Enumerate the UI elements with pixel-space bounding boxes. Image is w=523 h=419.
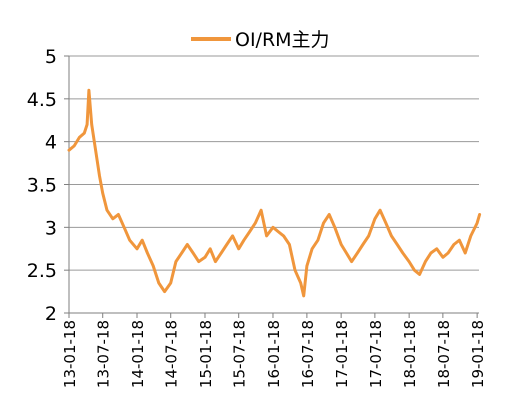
x-tick-label: 16-07-18 <box>299 320 317 388</box>
series-layer <box>67 88 482 298</box>
x-tick-label: 18-01-18 <box>401 320 419 388</box>
x-tick-label: 15-07-18 <box>231 320 249 388</box>
x-tick-label: 18-07-18 <box>435 320 453 388</box>
legend-label: OI/RM主力 <box>235 29 330 51</box>
y-tick-label: 4 <box>45 132 57 154</box>
axes <box>68 56 479 314</box>
x-tick-label: 14-01-18 <box>129 320 147 388</box>
y-tick-label: 4.5 <box>27 89 57 111</box>
x-tick-label: 15-01-18 <box>197 320 215 388</box>
y-axis-ticks: 2 2.5 3 3.5 4 4.5 5 <box>27 46 69 325</box>
x-axis-ticks: 13-01-18 13-07-18 14-01-18 14-07-18 15-01-18… <box>61 313 487 388</box>
y-tick-label: 2.5 <box>27 260 57 282</box>
y-tick-label: 2 <box>45 303 57 325</box>
x-tick-label: 13-01-18 <box>61 320 79 388</box>
x-tick-label: 16-01-18 <box>265 320 283 388</box>
x-tick-label: 17-01-18 <box>333 320 351 388</box>
x-tick-label: 13-07-18 <box>95 320 113 388</box>
y-tick-label: 3 <box>45 217 57 239</box>
x-tick-label: 17-07-18 <box>367 320 385 388</box>
legend: OI/RM主力 <box>191 29 330 51</box>
y-tick-label: 5 <box>45 46 57 68</box>
grid-lines <box>69 55 479 271</box>
x-tick-label: 19-01-18 <box>469 320 487 388</box>
x-tick-label: 14-07-18 <box>163 320 181 388</box>
y-tick-label: 3.5 <box>27 175 57 197</box>
series-line-0 <box>67 88 482 298</box>
